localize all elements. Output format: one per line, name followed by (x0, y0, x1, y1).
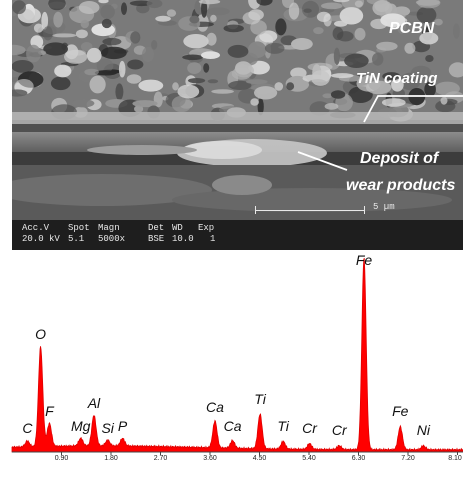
spot-header: Spot (68, 223, 90, 233)
peak-label-c: C (22, 419, 33, 436)
peak-label-ti: Ti (254, 391, 266, 408)
peak-label-p: P (117, 418, 128, 435)
spectrum-series (11, 257, 463, 453)
peak-label-ca: Ca (205, 398, 224, 415)
eds-spectrum: C O F Mg Al Si P Ca Ca Ti Ti Cr Cr Fe Fe Ni 0.90 1.80 2.7… (0, 252, 463, 477)
peak-label-cr: Cr (302, 419, 317, 436)
magn-value: 5000x (98, 234, 126, 244)
spectrum-plot (11, 257, 463, 455)
sem-micrograph: PCBN TiN coating Deposit of wear product… (12, 0, 463, 250)
x-tick-label: 3.60 (203, 455, 217, 462)
x-tick-label: 0.90 (54, 455, 69, 462)
tin-coating-label: TiN coating (356, 70, 438, 87)
exp-header: Exp (198, 223, 215, 233)
x-tick-label: 6.30 (351, 455, 366, 462)
wd-value: 10.0 (172, 234, 194, 244)
peak-label-f: F (45, 402, 54, 419)
peak-label-o: O (35, 325, 47, 342)
acc-v-header: Acc.V (22, 223, 50, 233)
deposit-label-line2: wear products (346, 177, 456, 194)
wd-header: WD (172, 223, 183, 233)
det-value: BSE (148, 234, 165, 244)
x-tick-label: 4.50 (252, 455, 267, 462)
peak-label-cr: Cr (331, 421, 347, 438)
peak-label-al: Al (87, 394, 101, 411)
scale-bar (255, 206, 365, 214)
peak-label-si: Si (101, 419, 114, 436)
exp-value: 1 (210, 234, 216, 244)
acc-v-value: 20.0 kV (22, 234, 60, 244)
pcbn-label: PCBN (389, 20, 435, 37)
x-tick-label: 5.40 (302, 455, 316, 462)
peak-label-ni: Ni (416, 421, 431, 438)
magn-header: Magn (98, 223, 120, 233)
micrograph-texture (12, 0, 463, 220)
x-tick-label: 1.80 (104, 455, 118, 462)
x-tick-label: 2.70 (153, 455, 168, 462)
peak-label-ti: Ti (277, 418, 289, 435)
peak-label-fe: Fe (392, 402, 409, 419)
peak-label-fe: Fe (355, 252, 373, 268)
scale-bar-label: 5 µm (373, 202, 395, 212)
deposit-label-line1: Deposit of (360, 150, 439, 167)
peak-label-ca: Ca (223, 418, 242, 435)
det-header: Det (148, 223, 165, 233)
peak-label-mg: Mg (71, 418, 91, 435)
x-tick-label: 8.10 (448, 455, 462, 462)
sem-info-bar: Acc.V 20.0 kV Spot 5.1 Magn 5000x Det BS… (12, 220, 463, 250)
spot-value: 5.1 (68, 234, 85, 244)
x-tick-label: 7.20 (401, 455, 415, 462)
